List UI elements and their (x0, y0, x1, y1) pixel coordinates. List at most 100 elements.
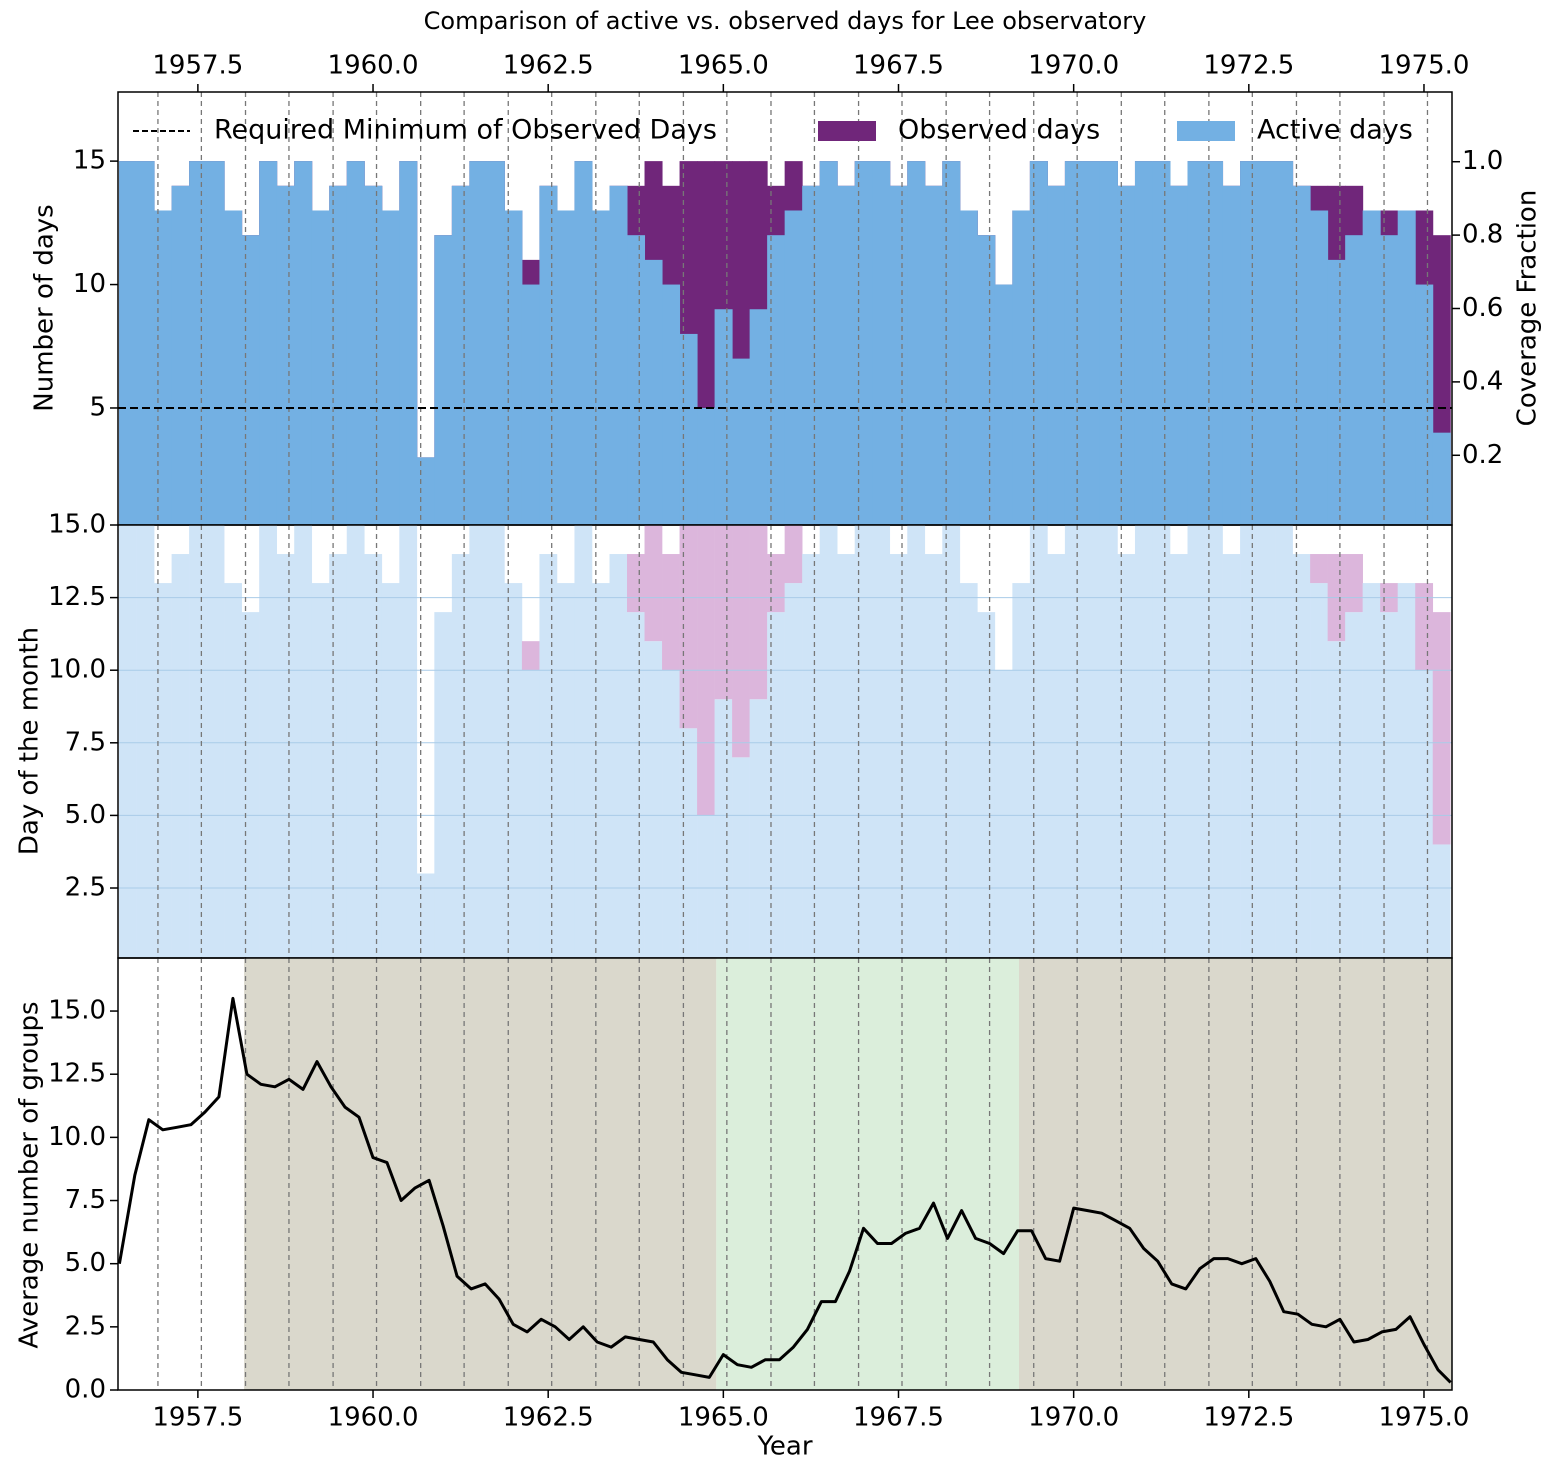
bar (206, 161, 225, 525)
legend-marker (1177, 121, 1235, 141)
legend-label: Observed days (898, 115, 1100, 146)
bar (1257, 161, 1276, 525)
x-tick-label: 1975.0 (1378, 1403, 1469, 1433)
day-cell (119, 525, 137, 958)
day-cell (311, 583, 330, 958)
day-cell (434, 612, 453, 958)
day-cell-observed (732, 525, 750, 758)
day-cell (819, 525, 838, 958)
y-tick-label: 7.5 (65, 1185, 106, 1215)
day-cell (1134, 525, 1153, 958)
day-cell (732, 757, 750, 958)
bar (294, 161, 313, 525)
day-cell (224, 583, 242, 958)
bar (907, 161, 926, 525)
bar (609, 185, 628, 525)
y-tick-label: 5.0 (65, 800, 106, 830)
y-tick-label: 2.5 (65, 873, 106, 903)
bar (1415, 284, 1434, 525)
x-tick-label: 1962.5 (503, 1403, 594, 1433)
x-tick-label: 1967.5 (853, 51, 944, 81)
bar (1275, 161, 1294, 525)
day-cell (521, 670, 540, 958)
day-cell (1169, 554, 1188, 958)
y2-tick-label: 0.6 (1462, 293, 1503, 323)
bar (1327, 259, 1346, 525)
day-cell (889, 554, 908, 958)
day-cell (1152, 525, 1171, 958)
day-cell (767, 612, 785, 958)
day-cell (189, 525, 207, 958)
bar (1047, 185, 1066, 525)
day-cell-observed (679, 525, 698, 729)
bar (1152, 161, 1171, 525)
day-cell (416, 873, 435, 958)
day-cell (942, 525, 961, 958)
bar (644, 259, 663, 525)
day-cell (1047, 554, 1066, 958)
day-cell-observed (714, 525, 733, 700)
day-cell (837, 554, 856, 958)
day-cell (1275, 525, 1293, 958)
bar (802, 185, 821, 525)
bar (1205, 161, 1224, 525)
day-cell (1029, 525, 1048, 958)
bar (381, 210, 400, 525)
bar (171, 185, 190, 525)
day-cell (451, 554, 470, 958)
bar (434, 235, 453, 525)
bar (1082, 161, 1101, 525)
y2-tick-label: 0.2 (1462, 440, 1503, 470)
day-cell (714, 699, 733, 958)
x-tick-label: 1970.0 (1028, 1403, 1119, 1433)
region (716, 958, 1020, 1390)
bar (189, 161, 208, 525)
bar (714, 309, 733, 525)
y2-tick-label: 1.0 (1462, 146, 1503, 176)
y2-tick-label: 0.4 (1462, 366, 1503, 396)
day-cell (486, 525, 505, 958)
day-cell-observed (521, 641, 540, 671)
day-cell (1222, 554, 1241, 958)
bar (994, 284, 1013, 525)
day-cell (381, 583, 400, 958)
y-tick-label: 7.5 (65, 727, 106, 757)
bar (1029, 161, 1048, 525)
day-cell-observed (1310, 554, 1328, 584)
day-cell (399, 525, 418, 958)
bar (924, 185, 943, 525)
day-cell (136, 525, 155, 958)
day-cell (259, 525, 277, 958)
day-cell (539, 554, 558, 958)
day-cell (504, 583, 523, 958)
line-series (117, 996, 1452, 1384)
bar (837, 185, 856, 525)
day-cell (1432, 844, 1451, 958)
day-cell (1205, 525, 1223, 958)
y-tick-label: 10.0 (48, 655, 106, 685)
legend-marker (818, 121, 876, 141)
bar (521, 284, 540, 525)
day-cell (679, 728, 698, 958)
bar (1362, 210, 1381, 525)
bar (872, 161, 891, 525)
day-cell (1380, 612, 1399, 958)
day-cell (907, 525, 926, 958)
region (1019, 958, 1452, 1390)
day-cell-observed (1415, 583, 1434, 671)
y-tick-label: 12.5 (48, 1059, 106, 1089)
y-axis-label: Day of the month (15, 627, 45, 855)
bar (1240, 161, 1259, 525)
bar (1187, 161, 1206, 525)
y-axis-label: Average number of groups (15, 1001, 45, 1348)
bar (1292, 185, 1311, 525)
day-cell (924, 554, 943, 958)
day-cell (872, 525, 891, 958)
day-cell (1082, 525, 1101, 958)
day-cell (1257, 525, 1276, 958)
bar (1117, 185, 1136, 525)
day-cell (1292, 554, 1311, 958)
bar (1134, 161, 1153, 525)
bar (732, 358, 751, 525)
day-cell-observed (784, 525, 803, 584)
